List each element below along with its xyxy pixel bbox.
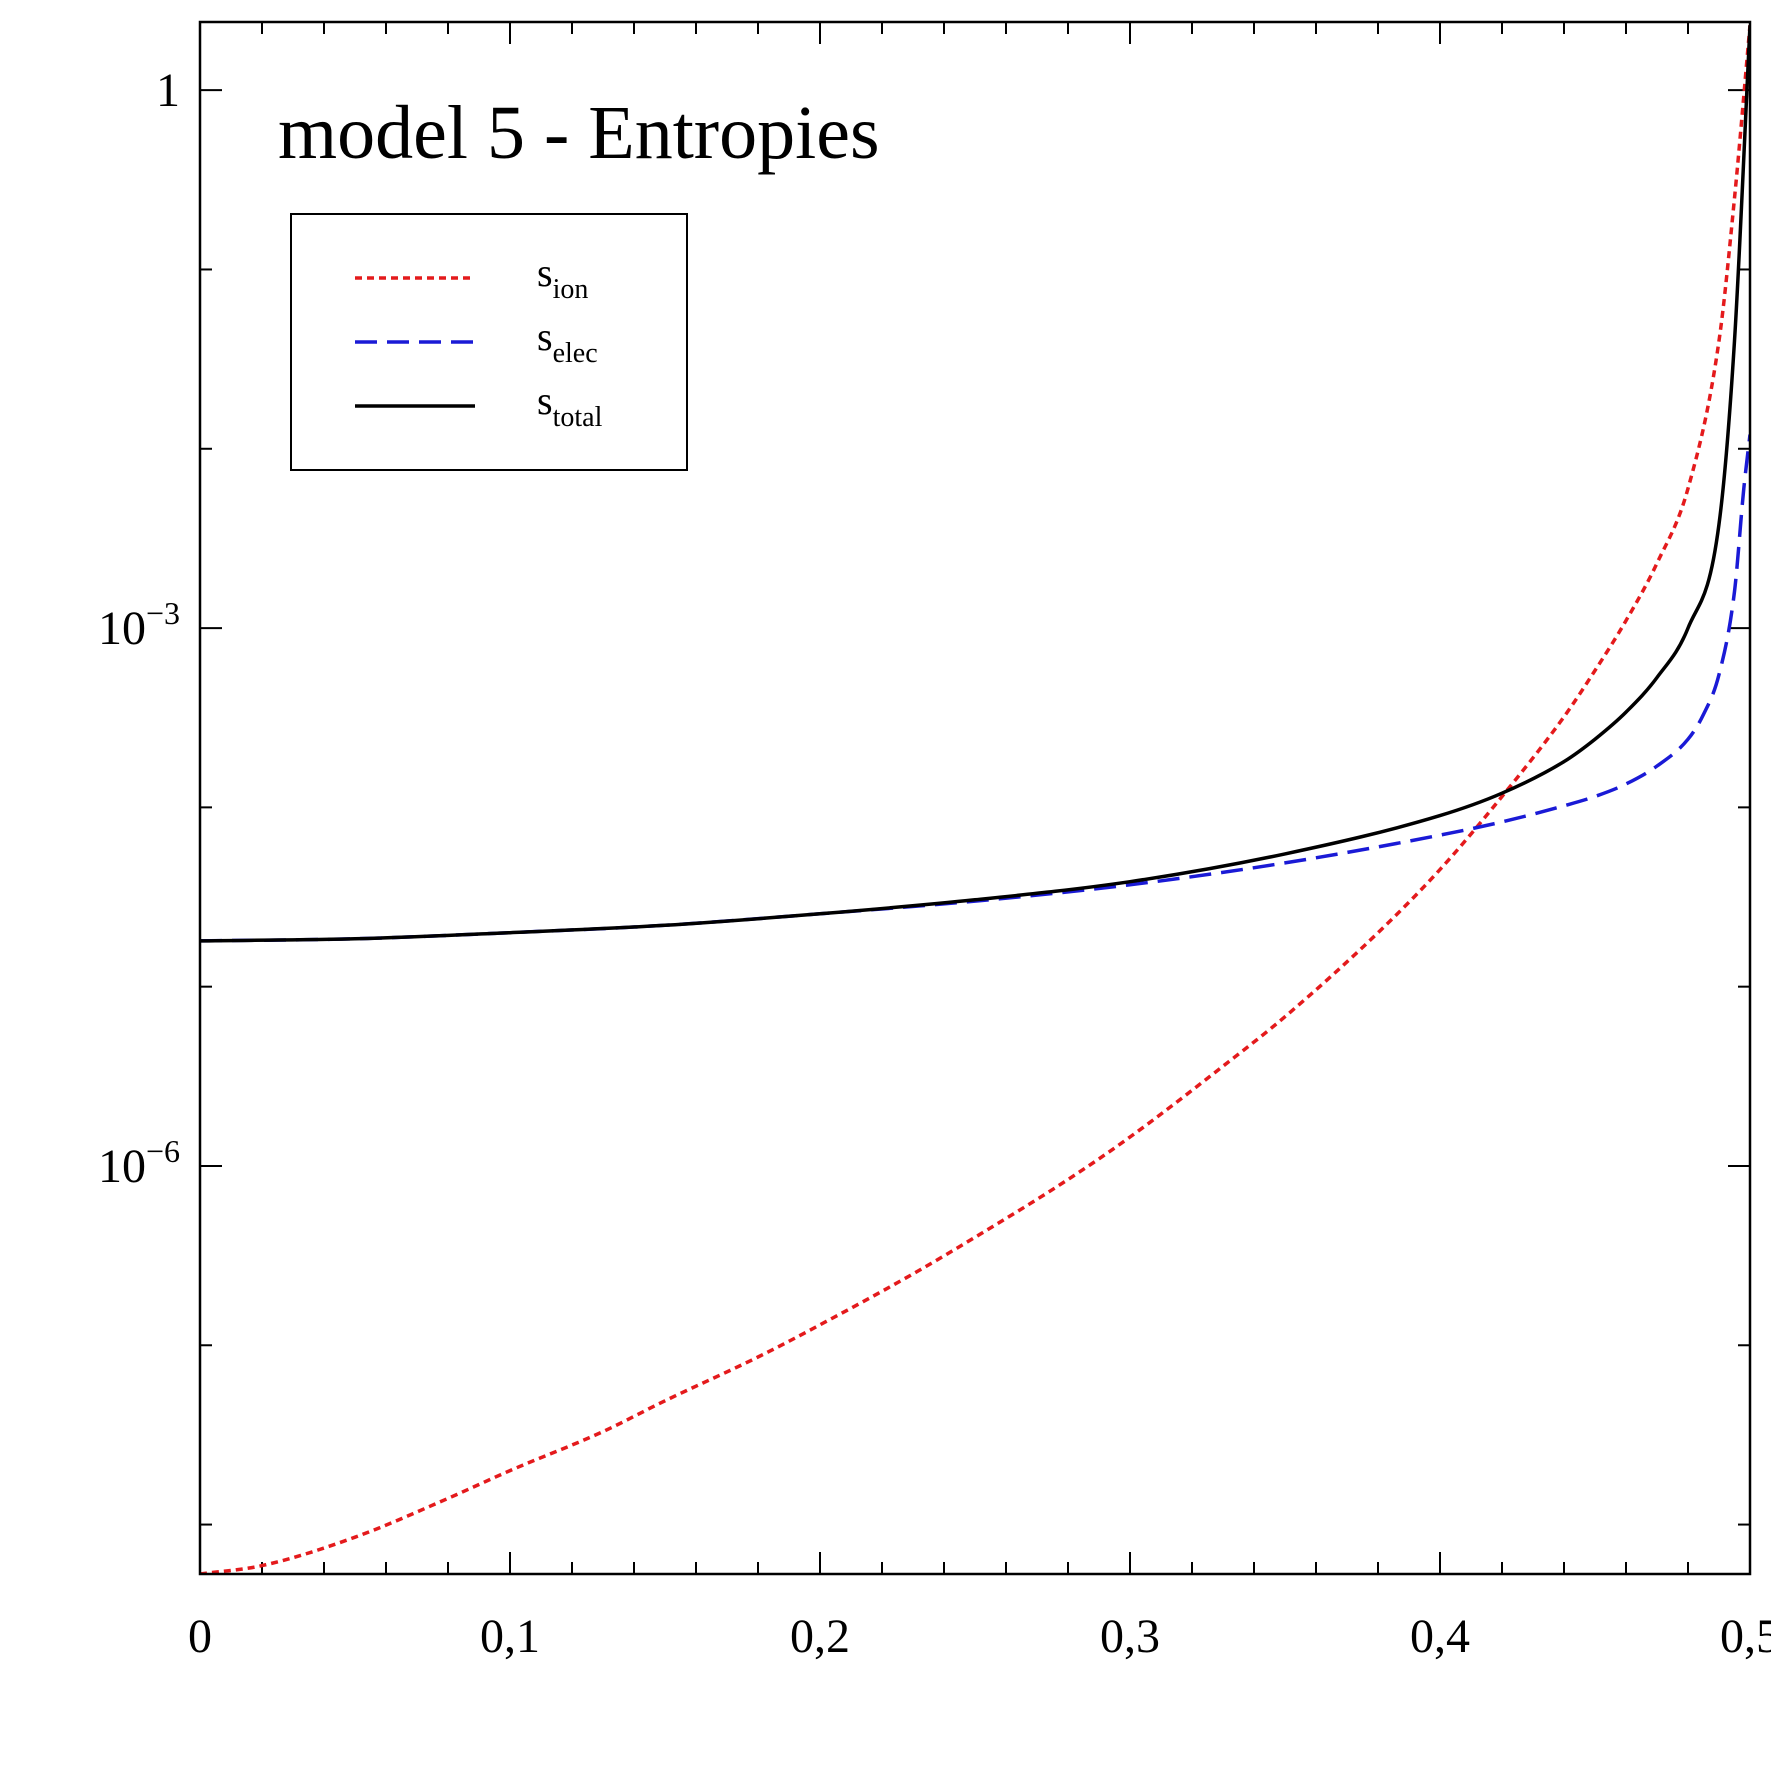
series-line-s-total (200, 25, 1750, 943)
series-line-s-elec (200, 434, 1750, 943)
ticks (199, 22, 1751, 1574)
y-tick-labels: 1 10−3 10−6 (98, 64, 180, 1193)
legend-label-total: stotal (537, 378, 603, 433)
y-tick-label: 10−6 (98, 1133, 180, 1193)
series-lines (200, 25, 1750, 1574)
x-tick-labels: 0 0,1 0,2 0,3 0,4 0,5 (188, 1610, 1771, 1663)
chart-title: model 5 - Entropies (278, 91, 880, 175)
legend-label-elec: selec (537, 314, 598, 369)
y-tick-label: 10−3 (98, 595, 180, 655)
x-tick-label: 0,5 (1720, 1610, 1771, 1663)
x-tick-label: 0,2 (790, 1610, 850, 1663)
legend-label-ion: sion (537, 250, 588, 305)
plot-frame (198, 20, 1752, 1576)
legend-box (290, 213, 688, 471)
legend: sion selec stotal (290, 213, 688, 471)
series-line-s-ion (200, 25, 1750, 1574)
y-tick-label: 1 (156, 64, 180, 117)
x-tick-label: 0,4 (1410, 1610, 1470, 1663)
x-tick-label: 0,1 (480, 1610, 540, 1663)
x-tick-label: 0,3 (1100, 1610, 1160, 1663)
x-tick-label: 0 (188, 1610, 212, 1663)
